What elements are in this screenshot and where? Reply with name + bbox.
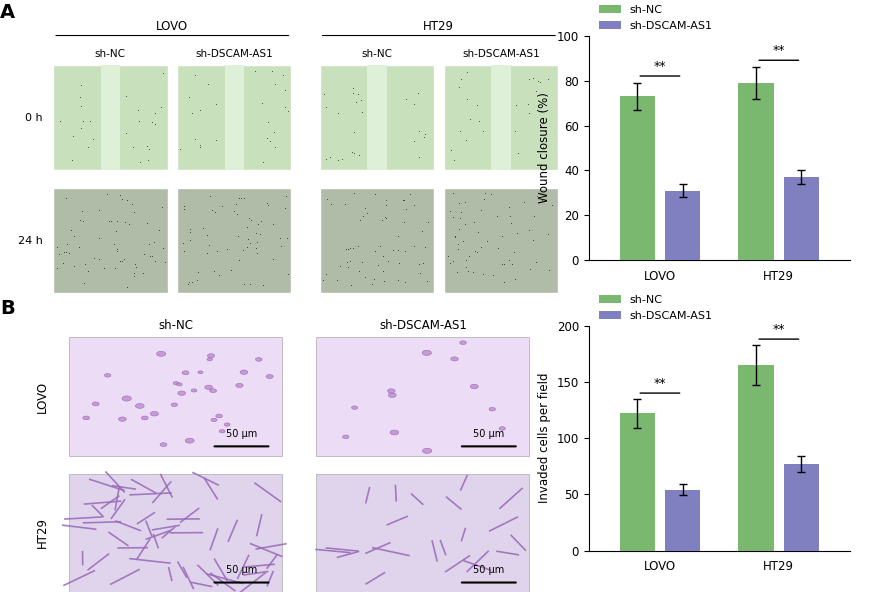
Bar (739, 365, 774, 551)
Bar (69, 474, 282, 592)
Circle shape (205, 385, 213, 390)
Text: HT29: HT29 (423, 20, 454, 33)
Bar (69, 337, 282, 456)
Circle shape (182, 371, 189, 375)
Bar (317, 337, 529, 456)
Circle shape (141, 416, 148, 420)
Circle shape (224, 423, 230, 426)
Text: 50 μm: 50 μm (473, 565, 505, 575)
Circle shape (210, 389, 216, 392)
Text: **: ** (654, 60, 666, 73)
Circle shape (255, 358, 262, 361)
Bar (177, 188, 291, 293)
Circle shape (92, 402, 99, 406)
Circle shape (422, 448, 432, 453)
Bar (784, 464, 820, 551)
Circle shape (160, 443, 167, 446)
Circle shape (235, 384, 243, 388)
Circle shape (83, 416, 90, 420)
Text: 50 μm: 50 μm (226, 565, 257, 575)
Circle shape (266, 375, 273, 378)
Bar (317, 474, 529, 592)
Circle shape (215, 414, 222, 418)
Circle shape (207, 358, 213, 361)
Bar (367, 65, 386, 170)
Text: sh-NC: sh-NC (95, 49, 126, 59)
Circle shape (388, 393, 396, 397)
Legend: sh-NC, sh-DSCAM-AS1: sh-NC, sh-DSCAM-AS1 (594, 291, 717, 325)
Text: sh-NC: sh-NC (361, 49, 392, 59)
Bar (225, 65, 244, 170)
Text: 50 μm: 50 μm (226, 429, 257, 439)
Bar (784, 177, 820, 260)
Text: sh-DSCAM-AS1: sh-DSCAM-AS1 (379, 318, 467, 332)
Circle shape (460, 341, 467, 345)
Bar (320, 188, 434, 293)
Circle shape (499, 427, 506, 430)
Circle shape (157, 351, 166, 356)
Circle shape (351, 406, 358, 409)
Circle shape (135, 404, 144, 408)
Circle shape (211, 418, 217, 422)
Text: sh-DSCAM-AS1: sh-DSCAM-AS1 (462, 49, 540, 59)
Text: **: ** (773, 323, 785, 336)
Text: LOVO: LOVO (36, 381, 49, 413)
Circle shape (208, 353, 215, 358)
Text: 50 μm: 50 μm (473, 429, 505, 439)
Text: sh-NC: sh-NC (158, 318, 193, 332)
Circle shape (178, 391, 186, 395)
Bar (444, 65, 558, 170)
Circle shape (150, 411, 159, 416)
Text: HT29: HT29 (36, 517, 49, 548)
Bar (53, 65, 167, 170)
Circle shape (470, 384, 479, 389)
Y-axis label: Wound closure (%): Wound closure (%) (538, 92, 551, 204)
Circle shape (219, 430, 225, 433)
Text: B: B (0, 299, 15, 318)
Bar (739, 83, 774, 260)
Bar (619, 413, 655, 551)
Text: A: A (0, 3, 15, 22)
Circle shape (198, 371, 203, 374)
Bar (100, 65, 120, 170)
Circle shape (387, 389, 395, 393)
Legend: sh-NC, sh-DSCAM-AS1: sh-NC, sh-DSCAM-AS1 (594, 1, 717, 35)
Circle shape (174, 382, 179, 385)
Bar (53, 188, 167, 293)
Circle shape (489, 407, 495, 411)
Bar (177, 65, 291, 170)
Text: LOVO: LOVO (156, 20, 188, 33)
Bar (664, 490, 700, 551)
Circle shape (176, 383, 182, 386)
Bar (664, 191, 700, 260)
Circle shape (422, 350, 432, 355)
Circle shape (185, 438, 194, 443)
Circle shape (122, 396, 132, 401)
Circle shape (390, 430, 399, 435)
Text: **: ** (654, 377, 666, 390)
Circle shape (343, 435, 349, 439)
Bar (444, 188, 558, 293)
Text: 24 h: 24 h (17, 236, 43, 246)
Circle shape (171, 403, 178, 407)
Circle shape (240, 370, 248, 374)
Y-axis label: Invaded cells per field: Invaded cells per field (538, 373, 551, 503)
Circle shape (451, 357, 458, 361)
Bar (619, 96, 655, 260)
Text: **: ** (773, 44, 785, 57)
Circle shape (191, 389, 197, 392)
Text: 0 h: 0 h (25, 112, 43, 123)
Bar (320, 65, 434, 170)
Bar (491, 65, 510, 170)
Circle shape (105, 374, 111, 377)
Text: sh-DSCAM-AS1: sh-DSCAM-AS1 (195, 49, 273, 59)
Circle shape (119, 417, 126, 422)
